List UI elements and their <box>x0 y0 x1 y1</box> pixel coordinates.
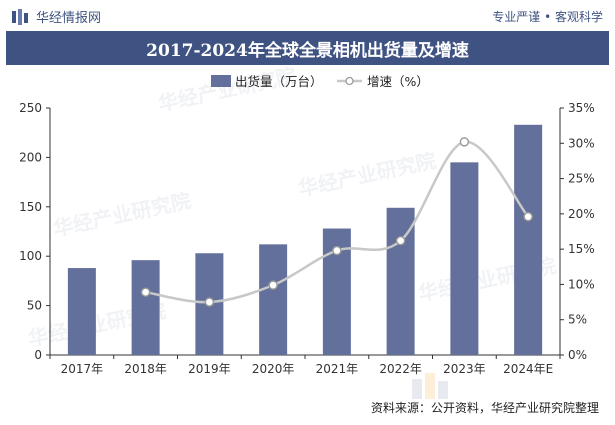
y-left-tick-label: 200 <box>19 150 42 164</box>
watermark-text: 华经产业研究院 <box>51 188 193 241</box>
legend-line-marker <box>345 76 354 86</box>
brand-logo-icon <box>12 8 28 25</box>
y-right-tick-label: 25% <box>568 172 595 186</box>
y-left-tick-label: 50 <box>27 299 42 313</box>
tagline: 专业严谨 • 客观科学 <box>492 10 603 24</box>
y-right-tick-label: 20% <box>568 207 595 221</box>
y-left-tick-label: 250 <box>19 101 42 115</box>
legend-line-label: 增速（%） <box>367 74 429 89</box>
x-tick-label: 2019年 <box>188 362 231 376</box>
x-tick-label: 2017年 <box>61 362 104 376</box>
x-tick-label: 2020年 <box>252 362 295 376</box>
bar <box>67 268 96 355</box>
source-note: 资料来源：公开资料，华经产业研究院整理 <box>370 401 599 415</box>
plot-area: 0 50 100 150 200 250 0% 5% 10% 15% 20% 25% 30% 35% 201… <box>19 101 595 376</box>
legend: 出货量（万台） 增速（%） <box>211 74 429 89</box>
watermark-logo-icon <box>412 373 448 399</box>
growth-point <box>395 235 406 246</box>
watermark-text: 华经产业研究院 <box>296 148 438 201</box>
y-right-tick-label: 15% <box>568 242 595 256</box>
top-bar: 华经情报网 专业严谨 • 客观科学 <box>0 0 615 30</box>
x-tick-label: 2021年 <box>316 362 359 376</box>
growth-point <box>459 137 470 147</box>
growth-point <box>268 280 278 290</box>
bar <box>514 124 543 355</box>
y-left-tick-label: 100 <box>19 249 42 263</box>
x-tick-label: 2018年 <box>124 362 167 376</box>
x-tick-label: 2022年 <box>379 362 422 376</box>
bar <box>259 244 288 355</box>
y-right-tick-label: 35% <box>568 101 595 115</box>
growth-point <box>140 287 151 297</box>
growth-point <box>523 211 533 222</box>
x-tick-label: 2023年 <box>443 362 486 376</box>
y-right-tick-label: 10% <box>568 277 595 291</box>
bar <box>131 260 160 355</box>
brand: 华经情报网 <box>12 7 101 26</box>
bar <box>450 162 479 355</box>
y-right-tick-label: 30% <box>568 136 595 150</box>
y-right-tick-label: 5% <box>568 313 587 327</box>
growth-point <box>204 297 215 307</box>
legend-bar-swatch <box>211 75 231 87</box>
growth-point <box>332 245 342 256</box>
bar <box>386 207 415 355</box>
chart: 华经产业研究院 华经产业研究院 华经产业研究院 华经产业研究院 华经产业研究院 … <box>19 66 595 376</box>
brand-name: 华经情报网 <box>36 11 102 26</box>
y-right-tick-label: 0% <box>568 348 587 362</box>
x-tick-label: 2024年E <box>503 362 553 376</box>
y-left-tick-label: 150 <box>19 200 42 214</box>
legend-bar-label: 出货量（万台） <box>235 74 323 89</box>
y-left-tick-label: 0 <box>34 348 42 362</box>
chart-title: 2017-2024年全球全景相机出货量及增速 <box>6 31 609 65</box>
